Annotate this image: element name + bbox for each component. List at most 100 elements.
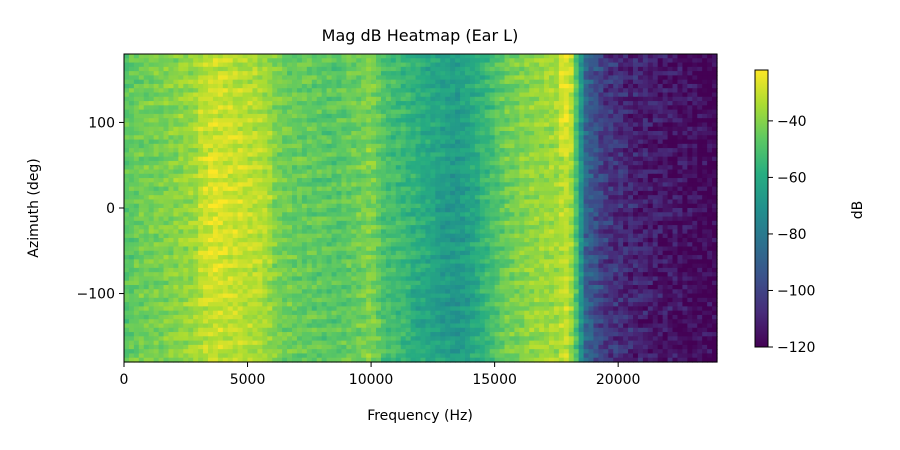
heatmap-cell [351, 143, 357, 149]
heatmap-cell [158, 203, 165, 209]
heatmap-cell [242, 160, 249, 166]
heatmap-cell [371, 143, 377, 149]
heatmap-cell [697, 203, 703, 209]
heatmap-cell [306, 156, 313, 162]
heatmap-cell [321, 101, 328, 106]
heatmap-cell [707, 152, 713, 158]
heatmap-cell [662, 173, 669, 179]
heatmap-cell [464, 109, 471, 115]
heatmap-cell [702, 152, 708, 158]
heatmap-cell [282, 182, 288, 188]
heatmap-cell [692, 216, 698, 222]
heatmap-cell [539, 122, 545, 128]
heatmap-cell [593, 122, 599, 128]
heatmap-cell [509, 160, 515, 166]
heatmap-cell [450, 135, 456, 141]
heatmap-cell [188, 96, 194, 102]
heatmap-cell [292, 92, 298, 98]
heatmap-cell [578, 131, 585, 136]
heatmap-cell [208, 66, 214, 72]
heatmap-cell [672, 71, 679, 76]
heatmap-cell [440, 105, 446, 111]
heatmap-cell [410, 148, 417, 153]
heatmap-cell [573, 109, 580, 115]
heatmap-cell [618, 96, 624, 102]
heatmap-cell [128, 165, 135, 171]
heatmap-cell [558, 156, 565, 162]
heatmap-cell [583, 113, 590, 119]
heatmap-cell [479, 75, 486, 81]
heatmap-cell [292, 186, 298, 192]
heatmap-cell [296, 220, 303, 226]
heatmap-cell [524, 54, 530, 59]
heatmap-cell [593, 88, 599, 94]
heatmap-cell [460, 122, 466, 128]
heatmap-cell [514, 131, 520, 136]
heatmap-cell [163, 195, 170, 201]
heatmap-cell [578, 79, 585, 85]
heatmap-cell [252, 229, 259, 235]
heatmap-cell [657, 75, 664, 81]
heatmap-cell [390, 92, 397, 98]
heatmap-cell [163, 122, 170, 128]
heatmap-cell [455, 199, 461, 205]
heatmap-cell [425, 182, 431, 188]
heatmap-cell [657, 79, 664, 85]
heatmap-cell [573, 173, 580, 179]
heatmap-cell [642, 135, 649, 141]
heatmap-cell [499, 75, 506, 81]
heatmap-cell [143, 212, 150, 218]
heatmap-cell [212, 143, 219, 149]
heatmap-cell [227, 156, 234, 162]
heatmap-cell [598, 156, 604, 162]
heatmap-cell [460, 190, 466, 196]
heatmap-cell [450, 225, 456, 230]
heatmap-cell [331, 190, 338, 196]
heatmap-cell [400, 186, 407, 192]
heatmap-cell [682, 109, 688, 115]
heatmap-cell [326, 165, 333, 171]
heatmap-cell [296, 173, 303, 179]
heatmap-cell [316, 208, 323, 213]
heatmap-cell [356, 220, 362, 226]
heatmap-cell [237, 199, 244, 205]
heatmap-cell [267, 88, 273, 94]
heatmap-cell [692, 182, 698, 188]
heatmap-cell [237, 212, 244, 218]
heatmap-cell [588, 131, 595, 136]
heatmap-cell [450, 139, 456, 145]
heatmap-cell [158, 54, 165, 59]
heatmap-cell [697, 96, 703, 102]
heatmap-cell [672, 83, 679, 89]
heatmap-cell [484, 139, 491, 145]
heatmap-cell [474, 58, 481, 64]
heatmap-cell [390, 131, 397, 136]
heatmap-cell [440, 229, 446, 235]
heatmap-cell [143, 229, 150, 235]
heatmap-cell [237, 79, 244, 85]
heatmap-cell [380, 165, 387, 171]
heatmap-cell [430, 92, 436, 98]
heatmap-cell [148, 118, 155, 124]
heatmap-cell [277, 54, 283, 59]
heatmap-cell [366, 195, 372, 201]
heatmap-cell [677, 83, 684, 89]
heatmap-cell [178, 199, 184, 205]
heatmap-cell [702, 216, 708, 222]
heatmap-cell [603, 148, 609, 153]
heatmap-cell [568, 92, 575, 98]
heatmap-cell [227, 101, 234, 106]
heatmap-cell [326, 62, 333, 68]
heatmap-cell [242, 139, 249, 145]
heatmap-cell [568, 165, 575, 171]
heatmap-cell [168, 101, 175, 106]
heatmap-cell [163, 92, 170, 98]
heatmap-cell [548, 83, 555, 89]
heatmap-cell [366, 135, 372, 141]
heatmap-cell [548, 190, 555, 196]
heatmap-cell [326, 190, 333, 196]
heatmap-cell [603, 131, 609, 136]
heatmap-cell [435, 148, 441, 153]
heatmap-cell [400, 173, 407, 179]
heatmap-cell [395, 113, 402, 119]
